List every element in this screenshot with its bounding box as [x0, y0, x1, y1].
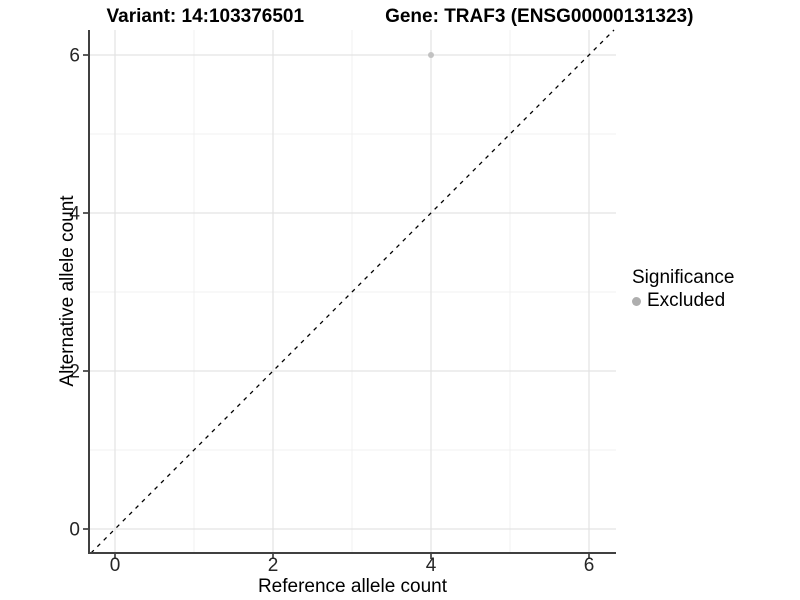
x-tick-label: 2: [268, 555, 279, 576]
legend: Significance Excluded: [632, 267, 734, 312]
identity-dashed-line: [90, 29, 615, 554]
plot-title: Variant: 14:103376501 Gene: TRAF3 (ENSG0…: [0, 5, 800, 28]
data-point-excluded: [428, 52, 434, 58]
y-tick-label: 6: [69, 46, 80, 67]
x-tick-label: 6: [584, 555, 595, 576]
x-axis-title: Reference allele count: [257, 576, 448, 597]
legend-item-excluded: Excluded: [632, 290, 734, 312]
variant-title: Variant: 14:103376501: [106, 6, 305, 27]
y-tick-label: 4: [69, 204, 80, 225]
gene-title: Gene: TRAF3 (ENSG00000131323): [385, 6, 694, 27]
legend-item-label: Excluded: [647, 290, 726, 311]
x-tick-label: 4: [426, 555, 437, 576]
y-tick-label: 0: [69, 520, 80, 541]
y-tick-label: 2: [69, 362, 80, 383]
y-axis-title: Alternative allele count: [57, 195, 78, 387]
x-tick-label: 0: [110, 555, 121, 576]
legend-key-dot-icon: [632, 296, 641, 306]
legend-title: Significance: [632, 267, 735, 288]
